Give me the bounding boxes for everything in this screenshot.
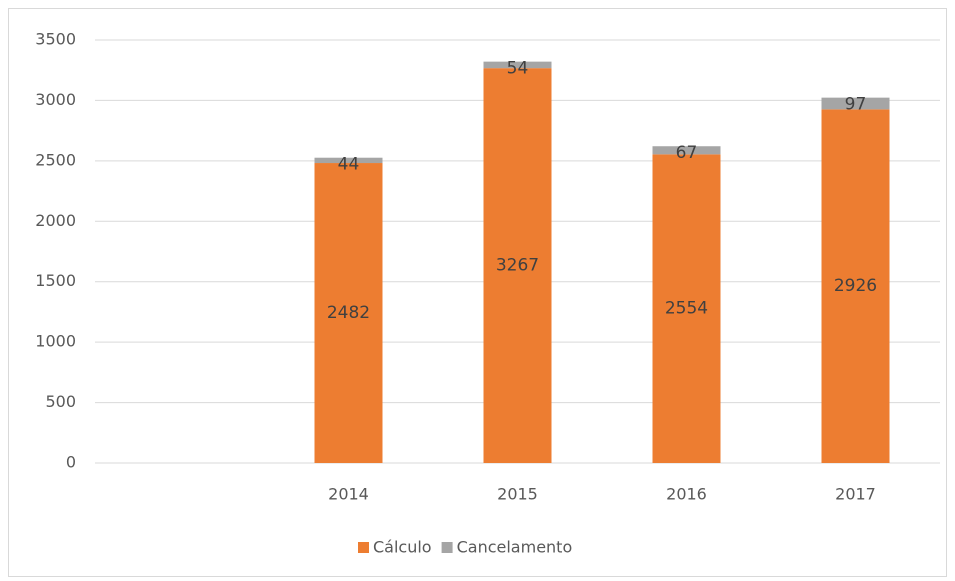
x-tick-label: 2017 [835,485,876,504]
chart-frame [8,8,947,577]
x-tick-label: 2014 [328,485,369,504]
y-tick-label: 1000 [35,332,76,351]
x-tick-label: 2015 [497,485,538,504]
x-tick-label: 2016 [666,485,707,504]
y-tick-label: 0 [66,453,76,472]
bar-segment [821,97,890,110]
bar-segment [314,163,383,463]
y-tick-label: 1500 [35,271,76,290]
data-label: 2926 [834,276,877,296]
legend-swatch [358,542,369,553]
y-tick-label: 3000 [35,90,76,109]
y-tick-label: 3500 [35,30,76,49]
legend-label: Cancelamento [457,538,573,557]
data-label: 67 [676,143,698,163]
bar-segment [483,68,552,463]
y-tick-label: 2000 [35,211,76,230]
data-label: 44 [338,155,360,175]
legend-swatch [441,542,453,553]
data-label: 2482 [327,303,370,323]
bar-segment [821,109,890,463]
y-tick-label: 2500 [35,150,76,169]
bar-segment [652,146,721,155]
legend-label: Cálculo [373,538,432,557]
data-label: 54 [507,59,529,79]
data-label: 2554 [665,299,708,319]
bar-segment [652,154,721,463]
y-tick-label: 500 [45,392,76,411]
bar-segment [314,157,383,164]
data-label: 3267 [496,256,539,276]
data-label: 97 [845,95,867,115]
bar-segment [483,61,552,69]
